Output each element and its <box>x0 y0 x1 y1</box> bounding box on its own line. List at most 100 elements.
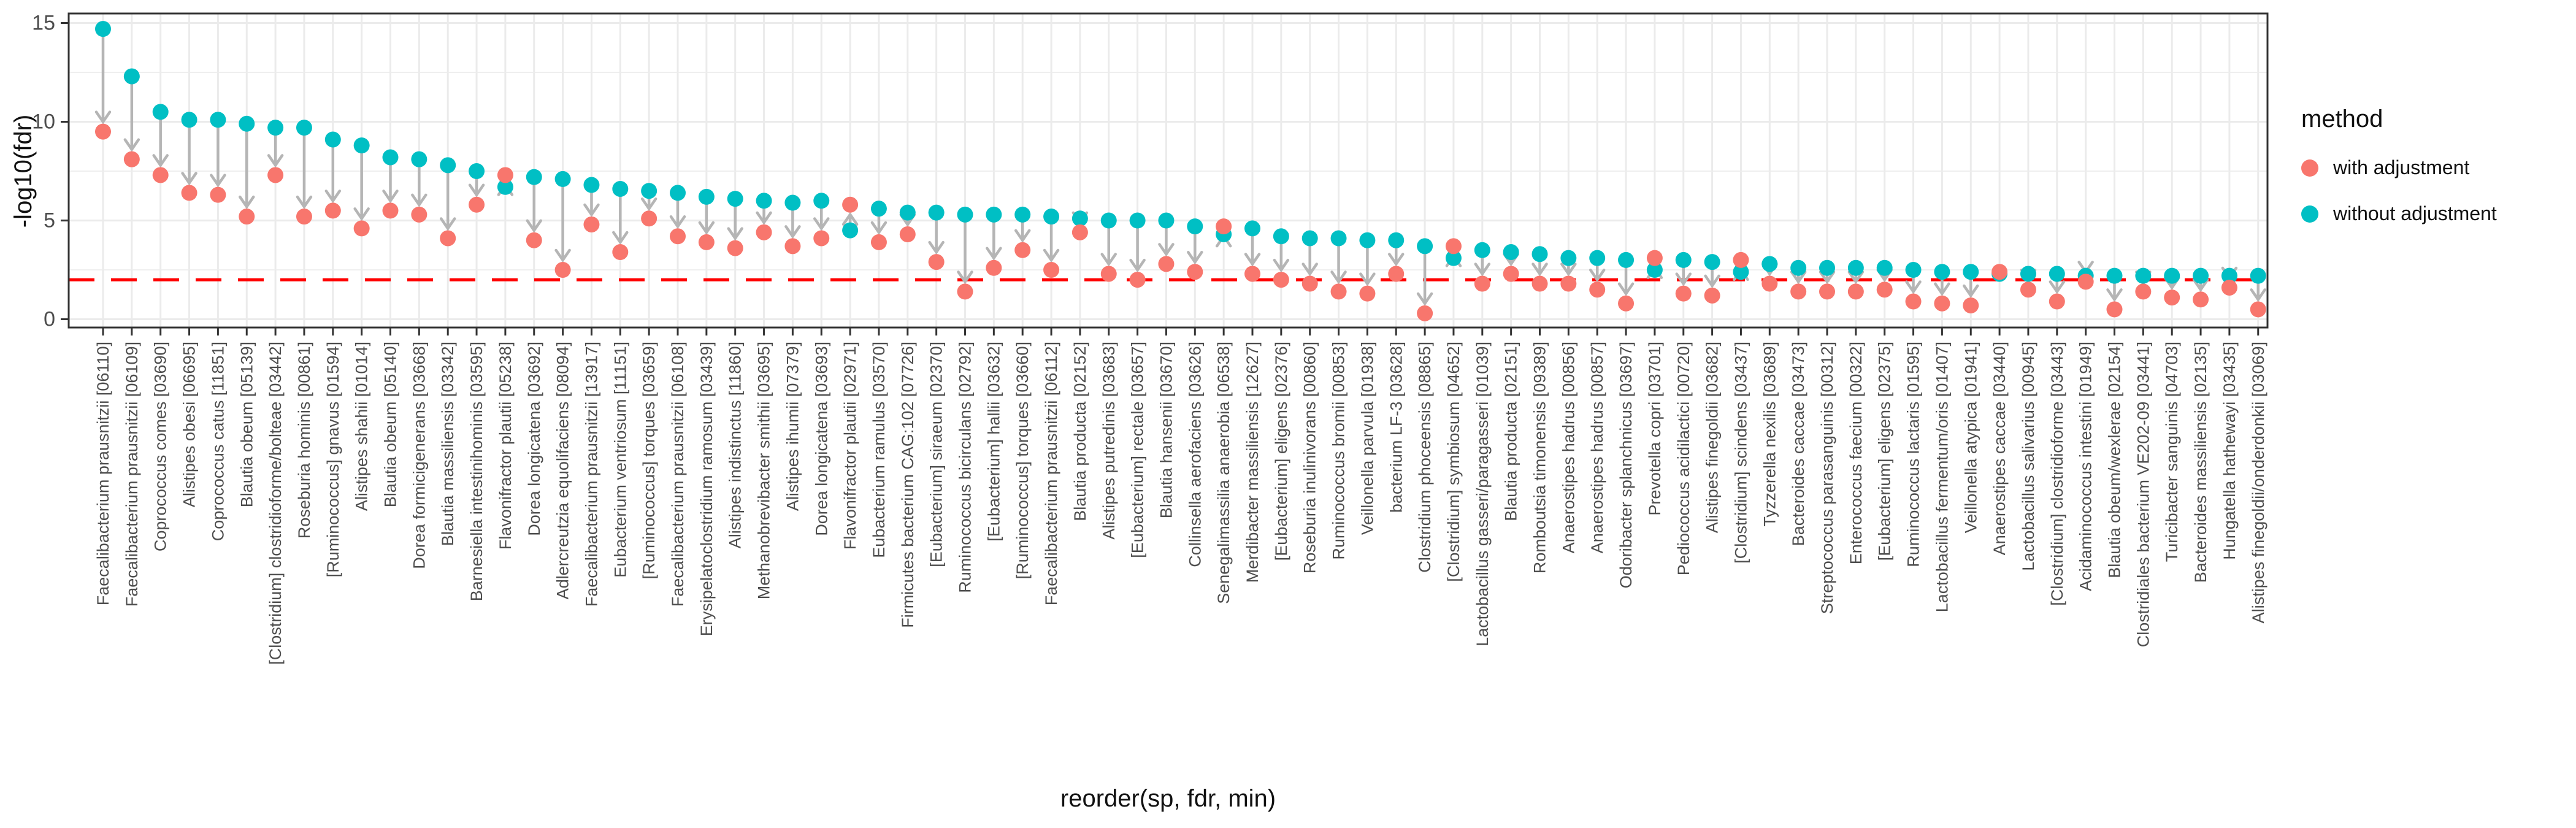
x-category-label: Faecalibacterium prausnitzii [06109] <box>123 342 141 607</box>
point-with-adjustment <box>181 185 197 201</box>
point-without-adjustment <box>2049 266 2065 282</box>
arrowhead-icon <box>698 221 715 235</box>
point-with-adjustment <box>1273 272 1289 288</box>
x-category-label: Dorea formicigenerans [03668] <box>410 342 428 569</box>
x-category-label: [Eubacterium] rectale [03657] <box>1129 342 1147 558</box>
point-with-adjustment <box>1014 242 1031 258</box>
arrowhead-icon <box>324 190 342 204</box>
x-category-label: Hungatella hathewayi [03435] <box>2220 342 2239 560</box>
point-without-adjustment <box>2193 267 2209 284</box>
point-with-adjustment <box>1330 283 1347 300</box>
point-without-adjustment <box>1158 212 1175 229</box>
legend-item-label: without adjustment <box>2333 202 2497 224</box>
arrowhead-icon <box>1589 268 1606 283</box>
point-without-adjustment <box>95 21 111 37</box>
arrowhead-icon <box>841 212 859 226</box>
point-without-adjustment <box>1014 206 1031 223</box>
point-with-adjustment <box>899 226 916 243</box>
x-category-label: Blautia obeum [05139] <box>237 342 256 507</box>
x-category-label: Alistipes finegoldii [03682] <box>1703 342 1722 533</box>
x-category-label: Alistipes ihumii [07379] <box>783 342 802 511</box>
arrowhead-icon <box>1819 270 1836 285</box>
x-category-label: Dorea longicatena [03693] <box>812 342 830 536</box>
point-with-adjustment <box>928 254 945 270</box>
x-category-label: Erysipelatoclostridium ramosum [03439] <box>697 342 716 636</box>
point-with-adjustment <box>1934 295 1950 312</box>
point-with-adjustment <box>2049 293 2065 310</box>
arrowhead-icon <box>439 217 456 231</box>
point-with-adjustment <box>2164 289 2180 306</box>
arrowhead-icon <box>353 207 370 221</box>
arrowhead-icon <box>1273 258 1290 273</box>
x-category-label: bacterium LF-3 [03628] <box>1387 342 1405 513</box>
point-without-adjustment <box>1761 256 1778 272</box>
x-axis-title: reorder(sp, fdr, min) <box>1060 785 1276 812</box>
circle-marker-icon <box>2301 205 2318 223</box>
point-without-adjustment <box>1704 254 1720 270</box>
x-category-label: Bacteroides caccae [03473] <box>1789 342 1807 546</box>
point-with-adjustment <box>2193 291 2209 308</box>
x-category-label: Alistipes obesi [06695] <box>180 342 199 507</box>
x-category-label: Turicibacter sanguinis [04703] <box>2163 342 2181 562</box>
point-without-adjustment <box>2250 267 2266 284</box>
point-without-adjustment <box>784 194 801 211</box>
circle-marker-icon <box>2301 159 2318 177</box>
point-with-adjustment <box>813 230 830 247</box>
point-with-adjustment <box>411 206 427 223</box>
point-without-adjustment <box>1589 250 1606 266</box>
x-category-label: Blautia hansenii [03670] <box>1157 342 1175 518</box>
x-category-label: Eubacterium ramulus [03570] <box>870 342 888 558</box>
point-without-adjustment <box>727 191 743 207</box>
point-without-adjustment <box>986 206 1002 223</box>
point-with-adjustment <box>1129 272 1146 288</box>
point-with-adjustment <box>1963 297 1979 313</box>
point-without-adjustment <box>1129 212 1146 229</box>
point-with-adjustment <box>1417 305 1433 321</box>
arrowhead-icon <box>583 203 600 217</box>
x-category-label: [Clostridium] scindens [03437] <box>1731 342 1750 564</box>
arrowhead-icon <box>123 138 140 152</box>
point-with-adjustment <box>123 151 140 167</box>
arrowhead-icon <box>727 227 743 241</box>
x-category-label: Coprococcus catus [11851] <box>209 342 227 541</box>
point-with-adjustment <box>2077 274 2094 290</box>
point-with-adjustment <box>95 123 111 140</box>
legend: method with adjustment without adjustmen… <box>2301 105 2497 248</box>
x-category-label: Anaerostipes hadrus [00856] <box>1559 342 1577 553</box>
arrowhead-icon <box>181 172 197 186</box>
point-with-adjustment <box>1503 266 1519 282</box>
x-category-label: Flavonifractor plautii [02971] <box>841 342 859 550</box>
x-category-label: Roseburia inulinivorans [00860] <box>1301 342 1319 573</box>
arrowhead-icon <box>1531 263 1548 277</box>
x-category-label: Prevotella copri [03701] <box>1646 342 1664 516</box>
x-category-label: Flavonifractor plautii [05238] <box>496 342 515 550</box>
arrowhead-icon <box>1129 258 1146 273</box>
x-category-label: Alistipes shahii [01014] <box>353 342 371 511</box>
point-with-adjustment <box>324 202 341 219</box>
point-without-adjustment <box>1646 262 1663 278</box>
arrowhead-icon <box>152 154 169 168</box>
point-without-adjustment <box>526 169 542 185</box>
arrowhead-icon <box>210 174 226 188</box>
arrowhead-icon <box>1359 272 1376 286</box>
point-without-adjustment <box>324 131 341 148</box>
x-category-label: Veillonella atypica [01941] <box>1961 342 1980 533</box>
x-category-label: Alistipes finegoldii/onderdonkii [03069] <box>2249 342 2267 623</box>
x-category-label: Romboutsia timonensis [09389] <box>1531 342 1549 573</box>
x-category-label: Senegalimassilia anaerobia [06538] <box>1214 342 1233 604</box>
point-without-adjustment <box>1388 232 1405 248</box>
x-category-label: Acidaminococcus intestini [01949] <box>2077 342 2095 591</box>
arrowhead-icon <box>784 225 801 239</box>
point-with-adjustment <box>727 240 743 256</box>
x-category-label: [Ruminococcus] gnavus [01594] <box>324 342 342 577</box>
x-category-label: Ruminococcus lactaris [01595] <box>1904 342 1923 567</box>
point-with-adjustment <box>296 209 312 225</box>
legend-title: method <box>2301 105 2383 132</box>
point-without-adjustment <box>842 222 859 239</box>
point-without-adjustment <box>1503 244 1519 261</box>
point-without-adjustment <box>1301 230 1318 247</box>
point-with-adjustment <box>842 196 859 213</box>
arrowhead-icon <box>1704 274 1720 288</box>
point-without-adjustment <box>497 178 513 195</box>
